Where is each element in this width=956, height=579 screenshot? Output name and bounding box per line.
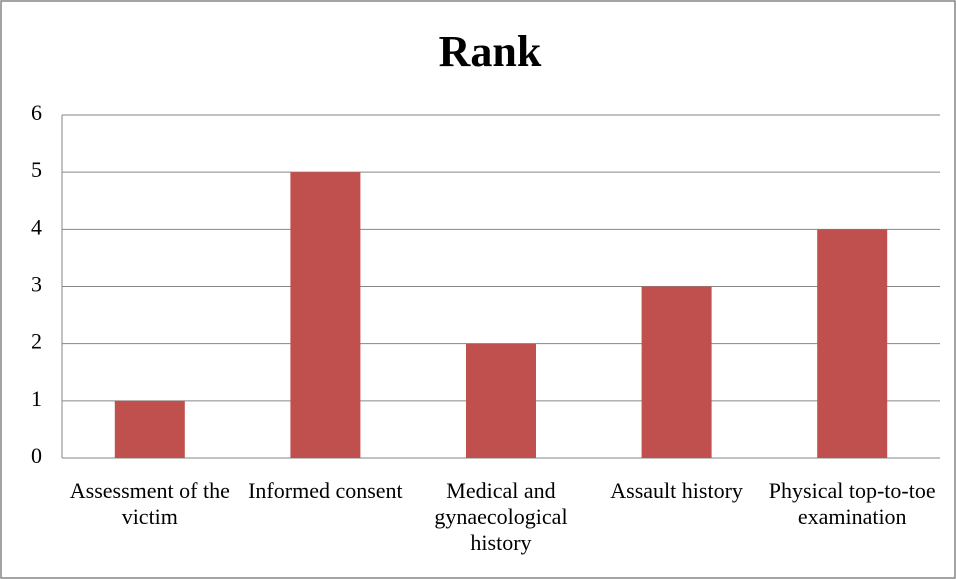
x-tick-label: Assault history	[610, 478, 743, 503]
y-tick-label: 0	[31, 443, 42, 468]
bar	[817, 229, 888, 458]
y-tick-label: 5	[31, 157, 42, 182]
x-tick-label: Physical top-to-toe examination	[768, 478, 936, 529]
chart-title: Rank	[439, 27, 542, 76]
x-tick-label: Medical and gynaecological history	[434, 478, 568, 555]
bar	[466, 343, 536, 458]
bar	[290, 172, 361, 458]
y-tick-label: 6	[31, 100, 42, 125]
y-tick-label: 4	[31, 214, 42, 239]
x-tick-label: Informed consent	[248, 478, 403, 503]
bar	[114, 400, 185, 458]
x-tick-label: Assessment of the victim	[69, 478, 230, 529]
y-tick-label: 1	[31, 386, 42, 411]
y-tick-label: 3	[31, 272, 42, 297]
bar	[641, 286, 712, 458]
y-tick-label: 2	[31, 329, 42, 354]
